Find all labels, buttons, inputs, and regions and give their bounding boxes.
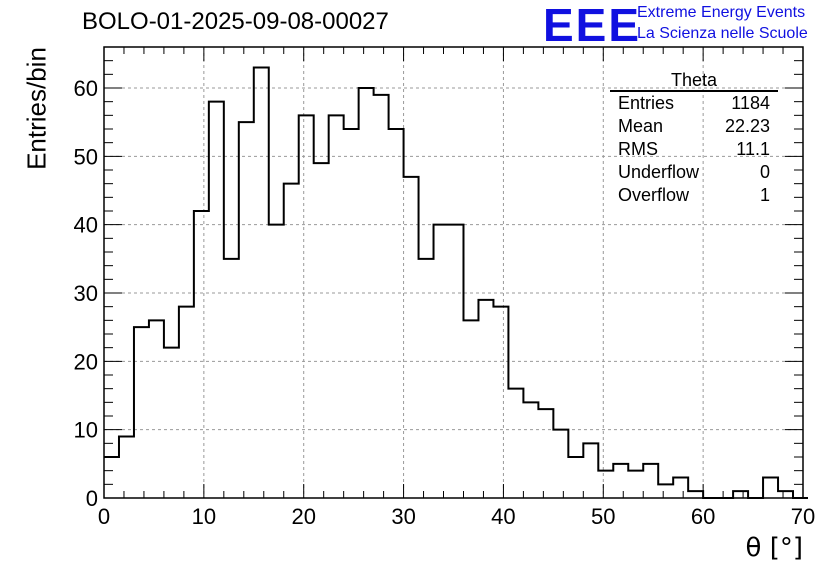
stats-box: Theta Entries 1184 Mean 22.23 RMS 11.1 U… <box>610 71 778 207</box>
x-tick-label: 70 <box>791 504 815 529</box>
y-tick-label: 40 <box>74 213 98 238</box>
x-tick-label: 20 <box>291 504 315 529</box>
x-tick-label: 60 <box>691 504 715 529</box>
plot-frame <box>103 46 804 499</box>
chart-title: BOLO-01-2025-09-08-00027 <box>82 8 389 35</box>
y-axis-label: Entries/bin <box>21 47 52 170</box>
logo-line-1: Extreme Energy Events <box>637 4 806 21</box>
x-tick-label: 0 <box>98 504 110 529</box>
stats-row-entries: Entries 1184 <box>610 92 778 115</box>
stats-label: RMS <box>618 139 658 159</box>
stats-row-underflow: Underflow 0 <box>610 161 778 184</box>
y-tick-label: 20 <box>74 349 98 374</box>
stats-label: Entries <box>618 93 675 113</box>
x-tick-label: 50 <box>591 504 615 529</box>
stats-row-rms: RMS 11.1 <box>610 138 778 161</box>
y-tick-label: 0 <box>86 486 98 511</box>
stats-row-overflow: Overflow 1 <box>610 184 778 207</box>
stats-label: Overflow <box>618 185 690 205</box>
x-axis-label: θ [°] <box>745 533 803 563</box>
eee-logo: EEE <box>543 0 642 51</box>
y-tick-label: 60 <box>74 76 98 101</box>
y-tick-label: 30 <box>74 281 98 306</box>
stats-row-mean: Mean 22.23 <box>610 115 778 138</box>
stats-value: 22.23 <box>724 116 770 136</box>
stats-title: Theta <box>610 71 778 92</box>
histogram-step-line <box>104 66 808 499</box>
stats-value: 0 <box>759 162 770 182</box>
x-tick-label: 30 <box>391 504 415 529</box>
x-tick-label: 10 <box>192 504 216 529</box>
x-tick-label: 40 <box>491 504 515 529</box>
logo-line-2: La Scienza nelle Scuole <box>637 25 808 42</box>
stats-value: 1 <box>759 185 770 205</box>
stats-label: Underflow <box>618 162 700 182</box>
y-tick-label: 50 <box>74 144 98 169</box>
y-tick-label: 10 <box>74 418 98 443</box>
stats-value: 11.1 <box>736 139 770 159</box>
stats-value: 1184 <box>731 93 770 113</box>
stats-label: Mean <box>618 116 664 136</box>
